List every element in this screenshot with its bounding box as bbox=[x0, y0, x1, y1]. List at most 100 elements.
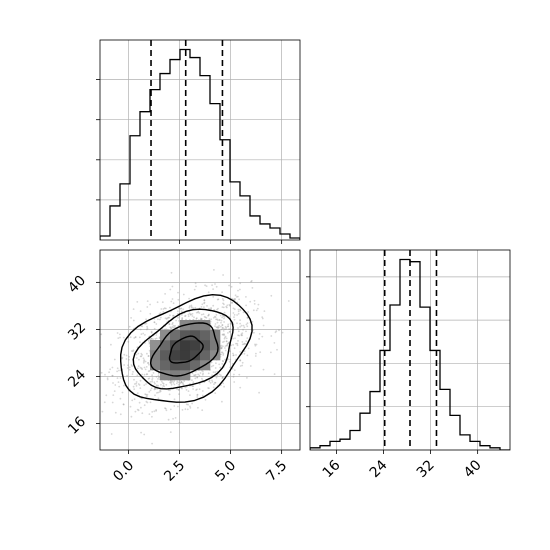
joint-scatter-point bbox=[241, 332, 244, 335]
joint-scatter-point bbox=[181, 314, 183, 316]
joint-contour-0 bbox=[168, 335, 204, 364]
joint-density-cell bbox=[160, 330, 171, 341]
joint-scatter-point bbox=[147, 355, 150, 358]
joint-scatter-point bbox=[114, 384, 117, 386]
joint-scatter-point bbox=[129, 336, 132, 339]
joint-panel-frame bbox=[99, 249, 301, 451]
joint-scatter-point bbox=[195, 285, 197, 288]
joint-scatter-point bbox=[196, 393, 199, 396]
joint-scatter-point bbox=[214, 367, 217, 369]
joint-scatter-point bbox=[126, 367, 129, 369]
histogram-2-bin bbox=[390, 305, 400, 450]
joint-scatter-point bbox=[149, 381, 152, 383]
joint-scatter-point bbox=[220, 346, 223, 349]
joint-scatter-point bbox=[203, 315, 206, 318]
histogram-2-bars bbox=[310, 258, 510, 450]
joint-scatter-point bbox=[130, 350, 133, 352]
joint-scatter-point bbox=[123, 364, 126, 366]
joint-scatter-point bbox=[134, 410, 137, 413]
joint-scatter-point bbox=[147, 355, 150, 357]
joint-scatter-point bbox=[142, 361, 145, 364]
joint-scatter-point bbox=[222, 315, 225, 318]
joint-scatter-point bbox=[246, 377, 248, 379]
joint-scatter-point bbox=[217, 327, 220, 329]
joint-scatter-point bbox=[168, 393, 171, 396]
joint-scatter-point bbox=[180, 310, 183, 312]
joint-scatter-point bbox=[211, 381, 214, 383]
joint-scatter-point bbox=[173, 383, 176, 386]
joint-scatter-point bbox=[232, 307, 235, 310]
joint-scatter-point bbox=[261, 317, 264, 320]
joint-scatter-point bbox=[138, 336, 141, 339]
joint-scatter-point bbox=[210, 308, 212, 310]
joint-scatter-point bbox=[118, 385, 121, 388]
joint-scatter-point bbox=[228, 331, 231, 333]
joint-scatter-point bbox=[148, 413, 151, 415]
joint-scatter-point bbox=[210, 318, 213, 321]
joint-scatter-point bbox=[220, 319, 223, 322]
joint-scatter-point bbox=[214, 323, 217, 325]
joint-scatter-point bbox=[148, 370, 151, 372]
joint-scatter-point bbox=[111, 401, 114, 404]
joint-scatter-point bbox=[251, 321, 254, 323]
joint-scatter-point bbox=[158, 391, 161, 393]
joint-scatter-point bbox=[188, 297, 191, 300]
joint-scatter-point bbox=[180, 381, 183, 383]
joint-scatter-point bbox=[254, 343, 256, 346]
joint-scatter-point bbox=[243, 352, 246, 355]
joint-scatter-point bbox=[125, 358, 128, 360]
joint-scatter-point bbox=[184, 408, 187, 411]
joint-density-panel: 0.0 2.5 5.0 7.5 16 24 32 40 bbox=[65, 249, 301, 485]
joint-xtick-label-0: 0.0 bbox=[110, 458, 137, 485]
joint-scatter-point bbox=[257, 303, 260, 306]
joint-scatter-point bbox=[222, 352, 225, 355]
joint-scatter-point bbox=[219, 353, 222, 356]
joint-scatter-point bbox=[206, 305, 208, 307]
joint-scatter-point bbox=[169, 408, 172, 411]
joint-scatter-point bbox=[216, 326, 219, 329]
joint-density-cell bbox=[160, 360, 171, 371]
joint-scatter-point bbox=[158, 378, 161, 381]
joint-scatter-point bbox=[245, 340, 248, 342]
joint-scatter-point bbox=[141, 373, 144, 376]
joint-scatter-point bbox=[100, 333, 103, 336]
joint-scatter-point bbox=[229, 350, 231, 353]
joint-scatter-point bbox=[233, 316, 235, 318]
joint-scatter-point bbox=[165, 318, 168, 320]
joint-density-cell bbox=[190, 330, 201, 341]
joint-scatter-point bbox=[236, 344, 239, 347]
joint-scatter-point bbox=[213, 315, 216, 318]
joint-scatter-point bbox=[139, 341, 141, 343]
joint-scatter-point bbox=[135, 382, 138, 385]
joint-scatter-point bbox=[133, 383, 136, 385]
histogram-2-bin bbox=[430, 350, 440, 450]
joint-scatter-point bbox=[171, 285, 174, 288]
joint-scatter-point bbox=[238, 373, 241, 376]
joint-scatter-point bbox=[245, 323, 248, 326]
joint-scatter-point bbox=[169, 326, 172, 329]
joint-scatter-point bbox=[133, 378, 135, 381]
joint-scatter-point bbox=[220, 347, 223, 350]
joint-scatter-point bbox=[192, 307, 195, 310]
joint-scatter-point bbox=[139, 355, 142, 358]
joint-scatter-point bbox=[136, 367, 139, 370]
joint-scatter-point bbox=[137, 365, 140, 368]
joint-density-cell bbox=[160, 340, 171, 351]
histogram-1-frame bbox=[99, 39, 301, 241]
joint-scatter-point bbox=[162, 384, 165, 387]
joint-scatter-point bbox=[226, 342, 229, 345]
joint-scatter-point bbox=[171, 325, 174, 328]
joint-scatter-point bbox=[234, 294, 237, 297]
joint-scatter-point bbox=[131, 365, 134, 368]
joint-scatter-point bbox=[229, 358, 232, 361]
joint-scatter-point bbox=[233, 369, 236, 372]
joint-scatter-point bbox=[135, 385, 138, 387]
joint-scatter-point bbox=[214, 316, 217, 318]
joint-scatter-point bbox=[224, 335, 227, 338]
joint-scatter-point bbox=[121, 357, 124, 360]
joint-scatter-point bbox=[214, 381, 217, 384]
joint-scatter-point bbox=[178, 421, 181, 424]
joint-scatter-point bbox=[237, 308, 240, 311]
joint-scatter-point bbox=[139, 387, 142, 389]
joint-scatter-point bbox=[119, 377, 122, 379]
